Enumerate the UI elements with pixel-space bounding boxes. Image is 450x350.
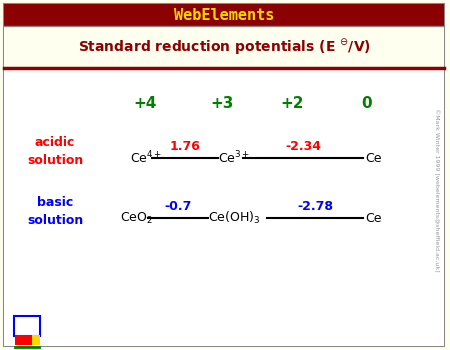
Text: +3: +3: [210, 96, 234, 111]
Text: Ce: Ce: [365, 152, 382, 164]
Text: Ce(OH)$_3$: Ce(OH)$_3$: [208, 210, 261, 226]
Text: +2: +2: [280, 96, 304, 111]
Text: -2.78: -2.78: [297, 199, 333, 212]
Bar: [32, 335, 40, 345]
Text: Ce$^{4+}$: Ce$^{4+}$: [130, 150, 162, 166]
Text: 1.76: 1.76: [170, 140, 200, 153]
Text: +4: +4: [133, 96, 157, 111]
Text: ©Mark Winter 1999 [webelements@sheffield.ac.uk]: ©Mark Winter 1999 [webelements@sheffield…: [433, 108, 439, 272]
Text: acidic
solution: acidic solution: [27, 135, 83, 167]
Bar: [4, 68, 444, 346]
Text: Standard reduction potentials (E $^{\ominus}$/V): Standard reduction potentials (E $^{\omi…: [77, 37, 370, 57]
Text: basic
solution: basic solution: [27, 196, 83, 226]
Bar: [14, 316, 40, 336]
Text: -0.7: -0.7: [164, 199, 192, 212]
Text: -2.34: -2.34: [285, 140, 321, 153]
Text: CeO$_2$: CeO$_2$: [120, 210, 153, 225]
Bar: [4, 26, 444, 68]
Bar: [15, 335, 33, 345]
Text: 0: 0: [362, 96, 372, 111]
Bar: [4, 4, 444, 26]
Text: Ce: Ce: [365, 211, 382, 224]
Text: WebElements: WebElements: [174, 7, 274, 22]
Text: Ce$^{3+}$: Ce$^{3+}$: [218, 150, 250, 166]
